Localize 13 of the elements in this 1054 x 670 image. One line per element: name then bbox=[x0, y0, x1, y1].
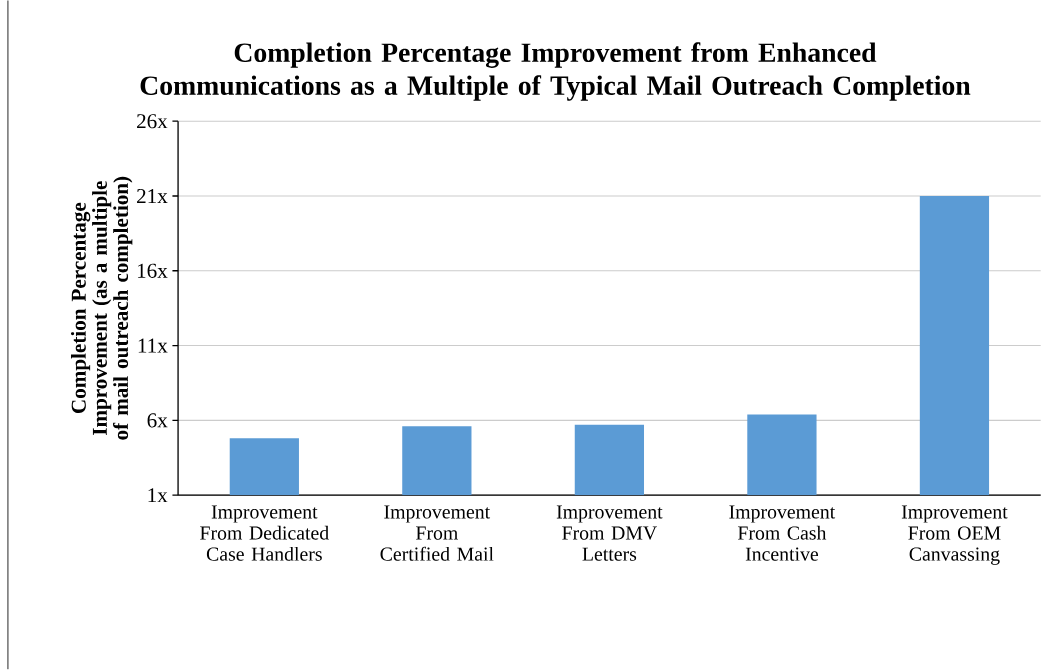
x-tick-label: Improvement From OEM Canvassing bbox=[901, 505, 1008, 565]
y-tick-label: 21x bbox=[137, 189, 168, 204]
y-tick-label: 26x bbox=[137, 114, 168, 129]
y-tick-label: 1x bbox=[148, 488, 168, 503]
y-tick-label: 6x bbox=[147, 413, 168, 428]
y-axis-title: Completion Percentage Improvement (as a multiple of mail outreach completion) bbox=[71, 176, 133, 440]
x-tick-label: Improvement From Cash Incentive bbox=[729, 505, 836, 561]
y-tick-label: 16x bbox=[137, 263, 168, 278]
x-tick-label: Improvement From Certified Mail bbox=[380, 505, 494, 561]
chart-title: Completion Percentage Improvement from Enhanced Communications as a Multiple of Typical Mail Outreach Completion bbox=[140, 42, 971, 101]
y-tick-label: 11x bbox=[138, 338, 168, 353]
x-tick-label: Improvement From Dedicated Case Handlers bbox=[200, 505, 329, 561]
x-tick-label: Improvement From DMV Letters bbox=[556, 505, 663, 561]
